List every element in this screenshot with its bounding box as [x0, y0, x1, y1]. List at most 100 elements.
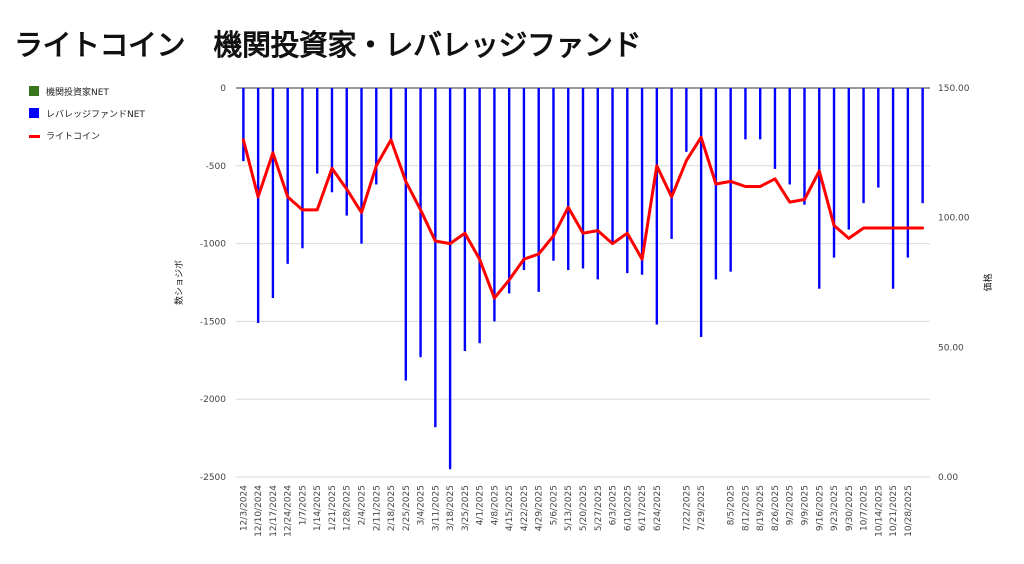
bar-mark [301, 88, 304, 249]
bar-mark [699, 88, 703, 337]
x-tick-label: 6/10/2025 [623, 485, 633, 531]
legend-swatch-leveraged [29, 108, 39, 118]
bar-mark [375, 88, 378, 185]
x-tick-label: 2/4/2025 [358, 485, 368, 525]
y-left-tick-label: -1000 [200, 240, 226, 250]
bar-mark [522, 88, 526, 271]
bar-mark [316, 88, 319, 174]
x-tick-label: 8/26/2025 [771, 485, 781, 531]
x-tick-label: 12/10/2024 [254, 485, 264, 537]
legend-line-litecoin [29, 135, 40, 138]
x-tick-label: 12/17/2024 [269, 485, 279, 537]
y-right-tick-label: 50.00 [938, 343, 964, 353]
x-tick-label: 3/18/2025 [446, 485, 456, 531]
bar-mark [626, 88, 629, 274]
x-tick-label: 9/23/2025 [830, 485, 840, 531]
x-tick-label: 5/13/2025 [564, 485, 574, 531]
bar-mark [389, 88, 393, 140]
x-tick-label: 8/12/2025 [741, 485, 751, 531]
bar-mark [434, 88, 437, 428]
y-left-tick-label: 0 [220, 84, 226, 94]
x-tick-label: 1/7/2025 [298, 485, 308, 525]
x-tick-label: 8/5/2025 [727, 485, 737, 525]
y-right-tick-label: 100.00 [938, 214, 970, 224]
bar-mark [330, 88, 334, 193]
x-tick-label: 1/21/2025 [328, 485, 338, 531]
x-tick-label: 10/21/2025 [889, 485, 899, 537]
x-tick-label: 3/4/2025 [417, 485, 427, 525]
bar-mark [552, 88, 555, 261]
bar-mark [788, 88, 791, 185]
x-tick-label: 4/1/2025 [476, 485, 486, 525]
bar-mark [685, 88, 688, 152]
x-tick-label: 9/2/2025 [786, 485, 796, 525]
x-tick-label: 5/27/2025 [594, 485, 604, 531]
x-tick-label: 1/28/2025 [343, 485, 353, 531]
bar-mark [655, 88, 659, 325]
y-left-tick-label: -1500 [200, 317, 226, 327]
legend-label-institutional: 機関投資家NET [46, 88, 109, 98]
y-left-tick-label: -2500 [200, 473, 226, 483]
legend-swatch-institutional [29, 86, 39, 96]
x-tick-label: 6/24/2025 [653, 485, 663, 531]
x-tick-label: 8/19/2025 [756, 485, 766, 531]
x-tick-label: 1/14/2025 [313, 485, 323, 531]
x-tick-label: 12/24/2024 [284, 485, 294, 537]
x-tick-label: 7/29/2025 [697, 485, 707, 531]
bar-mark [271, 88, 275, 299]
bar-mark [537, 88, 540, 292]
bar-mark [448, 88, 452, 470]
y-right-tick-label: 150.00 [938, 84, 970, 94]
bar-mark [611, 88, 614, 244]
x-tick-label: 10/7/2025 [860, 485, 870, 531]
legend-label-leveraged: レバレッジファンドNET [46, 110, 145, 120]
bar-mark [818, 88, 821, 289]
x-tick-label: 2/11/2025 [372, 485, 382, 531]
x-tick-label: 3/11/2025 [431, 485, 441, 531]
bar-mark [567, 88, 570, 271]
bar-mark [581, 88, 585, 269]
x-tick-label: 4/22/2025 [520, 485, 530, 531]
bar-mark [906, 88, 910, 258]
bar-mark [596, 88, 599, 280]
bar-mark [773, 88, 777, 169]
bar-mark [862, 88, 865, 204]
bar-mark [744, 88, 747, 140]
bar-mark [404, 88, 408, 381]
y-right-tick-label: 0.00 [938, 473, 958, 483]
y-left-axis-title: 数ショジボ [173, 260, 185, 305]
bar-mark [493, 88, 496, 322]
bar-mark [478, 88, 481, 344]
x-tick-label: 6/3/2025 [609, 485, 619, 525]
bar-mark [877, 88, 880, 188]
x-tick-label: 12/3/2024 [239, 485, 249, 531]
x-tick-label: 6/17/2025 [638, 485, 648, 531]
y-left-tick-label: -2000 [200, 395, 226, 405]
chart-title: ライトコイン 機関投資家・レバレッジファンド [14, 28, 642, 62]
bar-mark [670, 88, 673, 239]
bar-mark [640, 88, 644, 275]
x-tick-label: 2/25/2025 [402, 485, 412, 531]
x-tick-label: 9/16/2025 [815, 485, 825, 531]
price-line [241, 135, 925, 300]
x-tick-label: 4/29/2025 [535, 485, 545, 531]
x-tick-label: 4/8/2025 [490, 485, 500, 525]
x-tick-label: 9/30/2025 [845, 485, 855, 531]
x-tick-label: 10/14/2025 [874, 485, 884, 537]
x-tick-label: 10/28/2025 [904, 485, 914, 537]
x-tick-label: 2/18/2025 [387, 485, 397, 531]
y-right-axis-title: 価格 [982, 273, 994, 291]
bar-mark [921, 88, 924, 204]
bar-mark [463, 88, 467, 351]
bar-mark [507, 88, 511, 294]
bar-mark [286, 88, 289, 264]
bar-mark [419, 88, 422, 358]
bar-mark [729, 88, 732, 272]
legend-label-litecoin: ライトコイン [46, 132, 101, 142]
y-left-tick-label: -500 [206, 162, 227, 172]
x-tick-label: 7/22/2025 [682, 485, 692, 531]
bar-mark [758, 88, 762, 140]
x-tick-label: 9/9/2025 [800, 485, 810, 525]
bar-mark [803, 88, 806, 205]
